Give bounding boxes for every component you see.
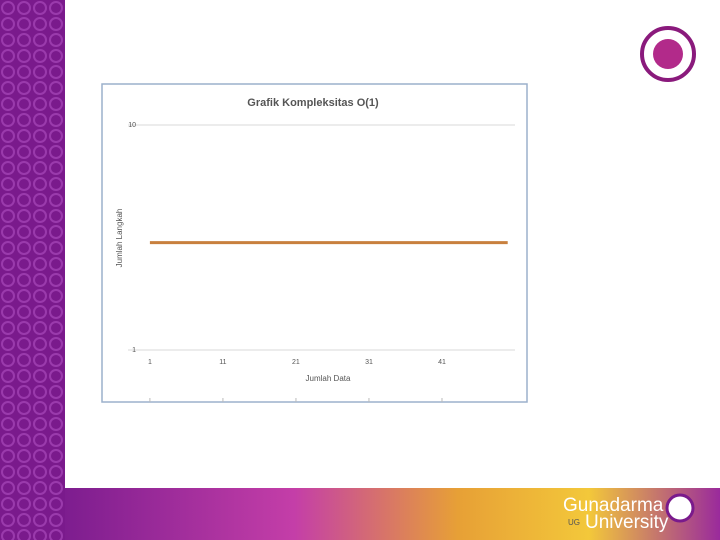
brand-name: University <box>585 512 669 533</box>
y-tick-label: 10 <box>128 122 136 129</box>
x-tick-label: 11 <box>219 359 226 366</box>
side-band <box>0 0 65 540</box>
logo-core <box>653 39 683 69</box>
x-tick-label: 1 <box>148 359 152 366</box>
x-axis-label: Jumlah Data <box>306 374 351 383</box>
brand-initials: UG <box>568 518 580 527</box>
y-axis-label: Jumlah Langkah <box>115 209 124 268</box>
footer-logo <box>665 493 695 523</box>
footer-band <box>65 488 720 540</box>
x-tick-label: 31 <box>365 359 373 366</box>
x-tick-label: 21 <box>292 359 300 366</box>
brand-name: Gunadarma <box>563 495 664 516</box>
x-tick-label: 41 <box>438 359 446 366</box>
chart-title: Grafik Kompleksitas O(1) <box>247 97 379 109</box>
y-tick-label: 1 <box>132 347 136 354</box>
